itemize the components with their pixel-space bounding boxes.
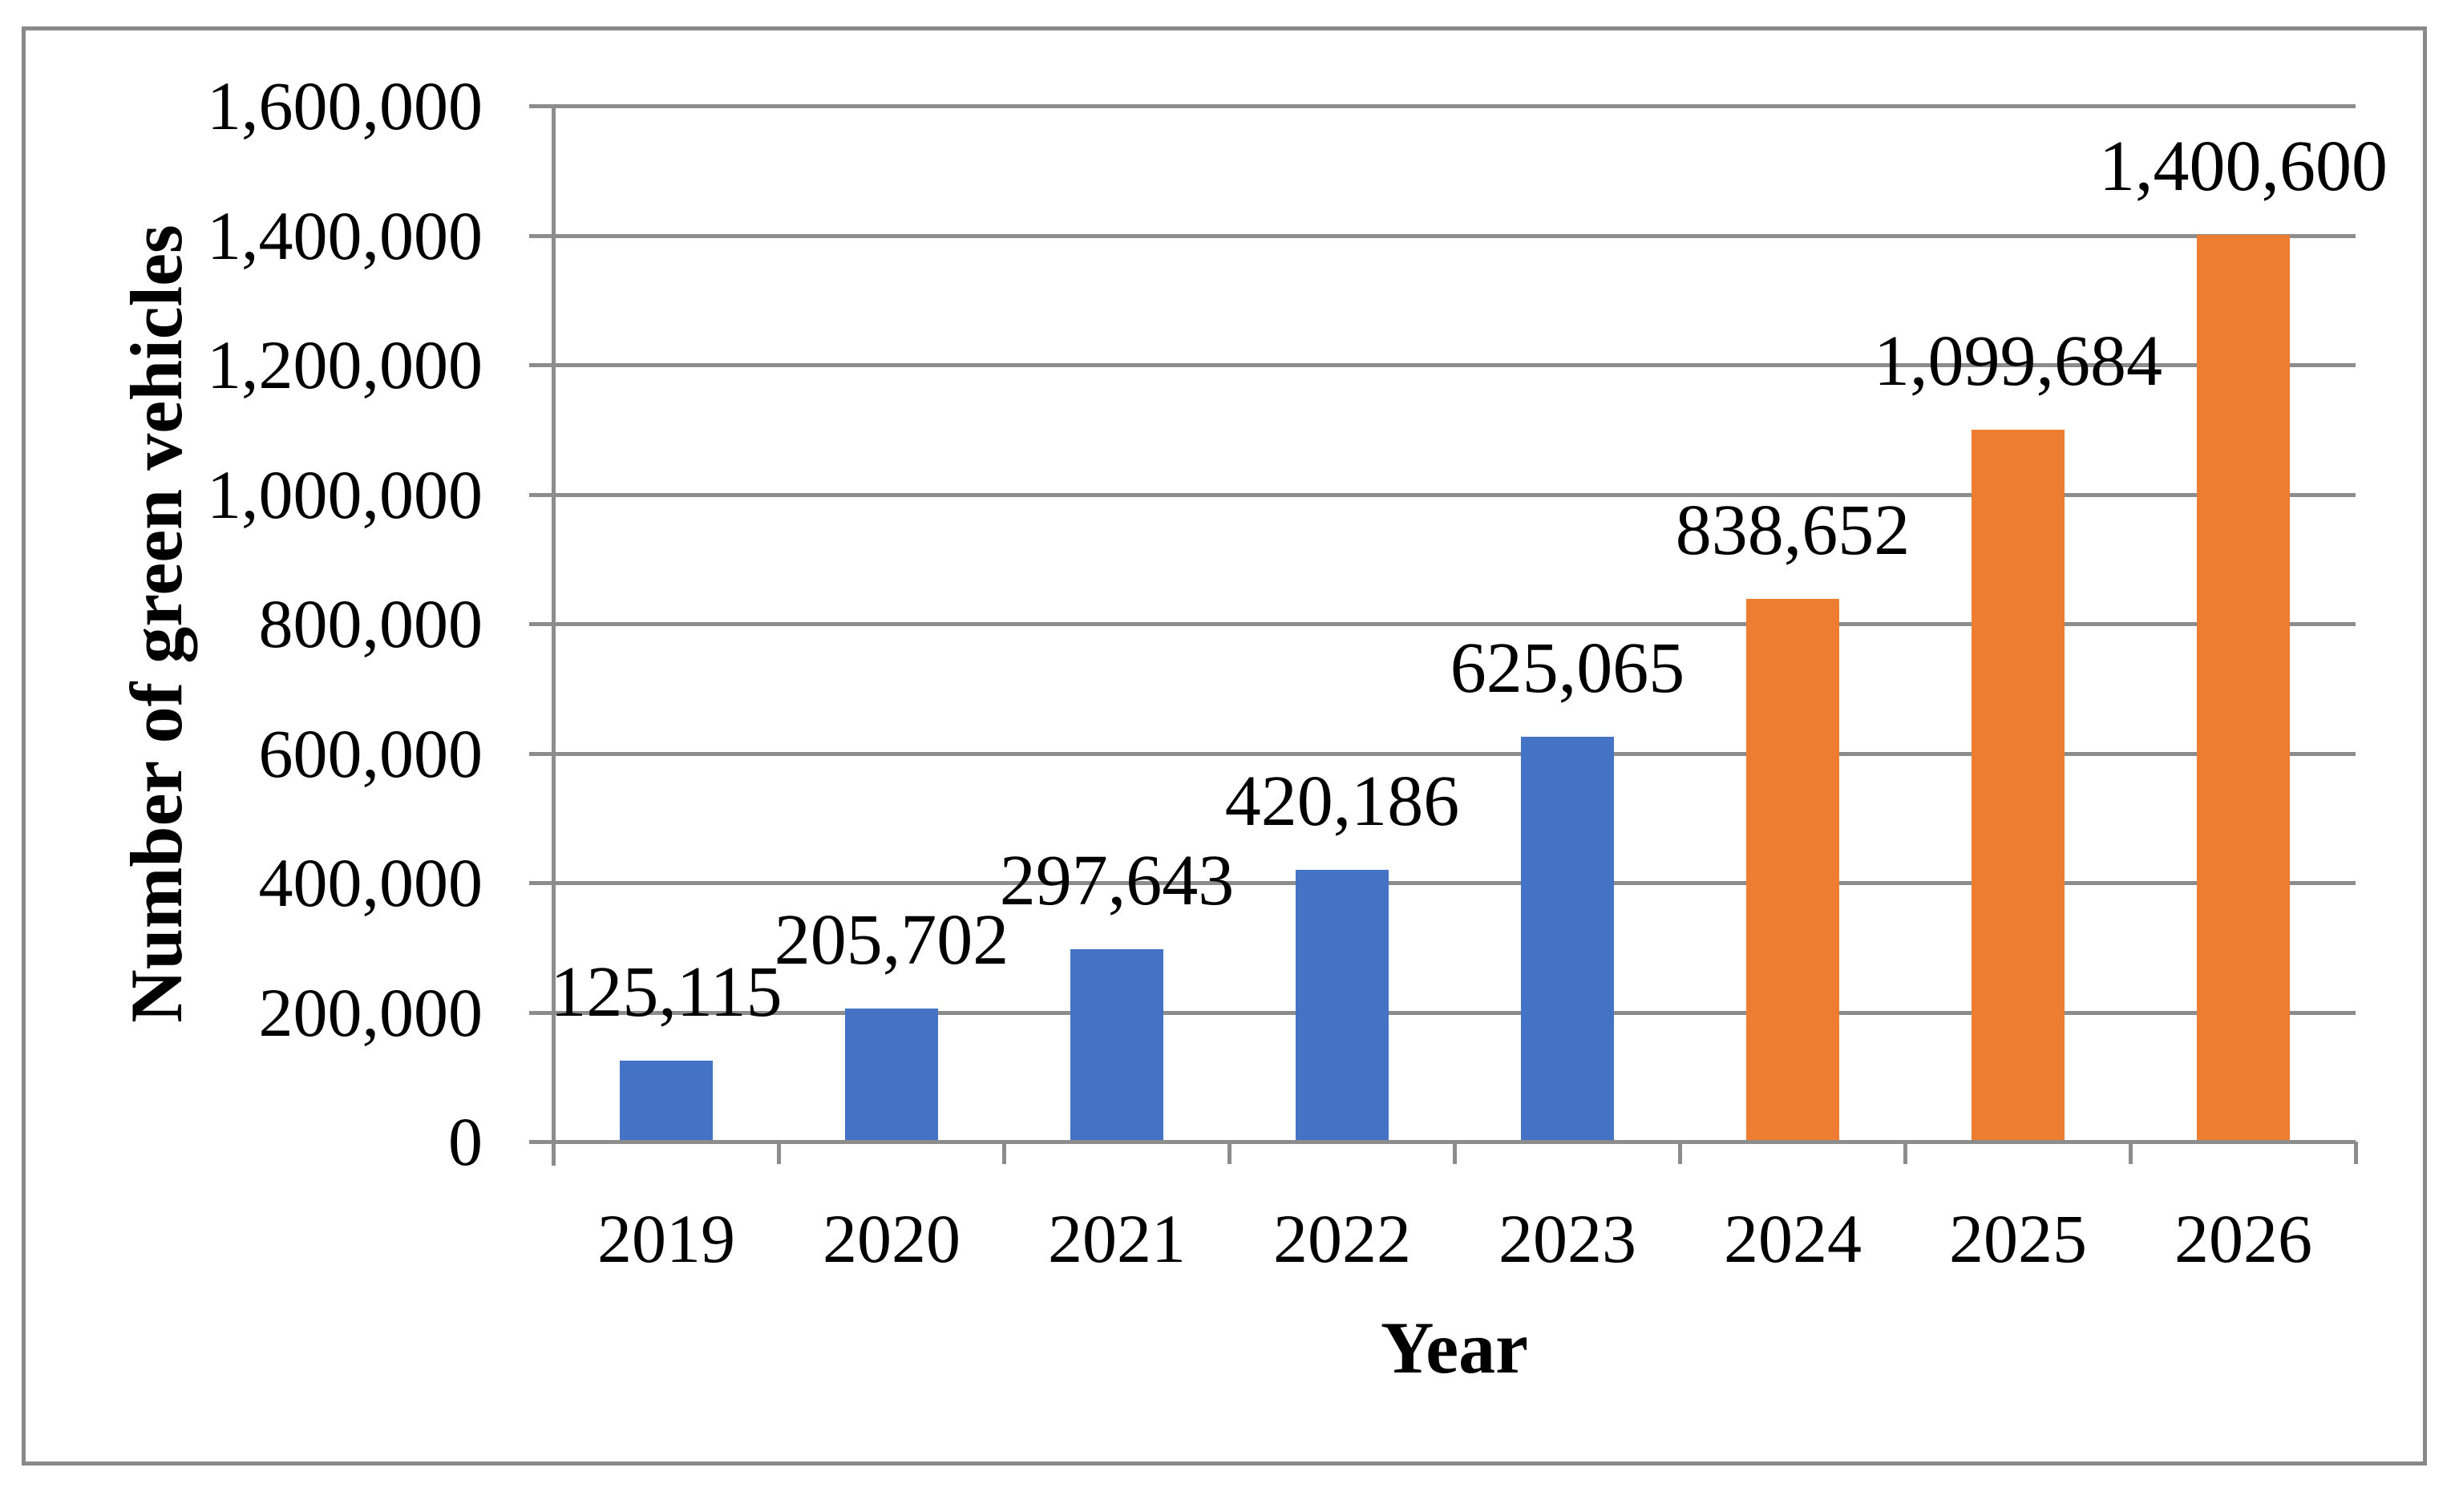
- data-label: 125,115: [550, 952, 783, 1032]
- data-label: 297,643: [999, 841, 1235, 920]
- y-tick: [529, 104, 553, 108]
- x-tick-label: 2020: [823, 1200, 961, 1277]
- y-tick-label: 1,600,000: [207, 67, 483, 144]
- y-tick: [529, 363, 553, 367]
- x-axis-line: [529, 1140, 2356, 1144]
- y-tick: [529, 752, 553, 756]
- gridline: [553, 493, 2356, 497]
- y-tick: [529, 881, 553, 885]
- x-tick-label: 2019: [597, 1200, 735, 1277]
- gridline: [553, 234, 2356, 238]
- gridline: [553, 622, 2356, 626]
- y-axis-line: [552, 106, 556, 1166]
- gridline: [553, 752, 2356, 756]
- x-tick: [2129, 1142, 2133, 1164]
- bar-2025: [1972, 430, 2065, 1140]
- y-tick: [529, 1011, 553, 1015]
- y-tick: [529, 622, 553, 626]
- y-tick: [529, 493, 553, 497]
- data-label: 1,400,600: [2099, 127, 2388, 206]
- x-tick-label: 2023: [1498, 1200, 1636, 1277]
- x-tick: [1227, 1142, 1232, 1164]
- figure-border: [22, 26, 2427, 1466]
- gridline: [553, 363, 2356, 367]
- x-tick: [1453, 1142, 1457, 1164]
- bar-2019: [620, 1061, 713, 1140]
- bar-2020: [845, 1009, 938, 1140]
- data-label: 625,065: [1450, 629, 1685, 708]
- y-tick-label: 600,000: [258, 715, 483, 792]
- bar-2023: [1521, 737, 1614, 1140]
- data-label: 1,099,684: [1874, 321, 2162, 401]
- x-tick: [552, 1142, 556, 1164]
- y-tick-label: 200,000: [258, 974, 483, 1051]
- y-tick-label: 1,200,000: [207, 326, 483, 403]
- y-tick-label: 1,000,000: [207, 456, 483, 533]
- bar-2024: [1746, 599, 1839, 1140]
- y-tick: [529, 234, 553, 238]
- x-tick: [1678, 1142, 1682, 1164]
- x-tick-label: 2026: [2174, 1200, 2312, 1277]
- data-label: 420,186: [1224, 762, 1460, 841]
- x-tick: [1903, 1142, 1907, 1164]
- x-tick: [2354, 1142, 2358, 1164]
- gridline: [553, 104, 2356, 108]
- y-tick-label: 400,000: [258, 844, 483, 921]
- x-axis-title: Year: [1381, 1307, 1528, 1389]
- y-tick-label: 0: [448, 1103, 483, 1180]
- y-tick-label: 1,400,000: [207, 197, 483, 274]
- x-tick-label: 2024: [1724, 1200, 1862, 1277]
- data-label: 838,652: [1675, 491, 1911, 570]
- bar-2021: [1070, 949, 1163, 1140]
- x-tick-label: 2022: [1273, 1200, 1411, 1277]
- x-tick-label: 2025: [1949, 1200, 2087, 1277]
- bar-2026: [2197, 235, 2290, 1140]
- bar-2022: [1296, 870, 1389, 1140]
- x-tick: [777, 1142, 781, 1164]
- y-tick-label: 800,000: [258, 585, 483, 662]
- gridline: [553, 881, 2356, 885]
- x-tick: [1002, 1142, 1006, 1164]
- data-label: 205,702: [774, 900, 1009, 980]
- x-tick-label: 2021: [1048, 1200, 1186, 1277]
- gridline: [553, 1011, 2356, 1015]
